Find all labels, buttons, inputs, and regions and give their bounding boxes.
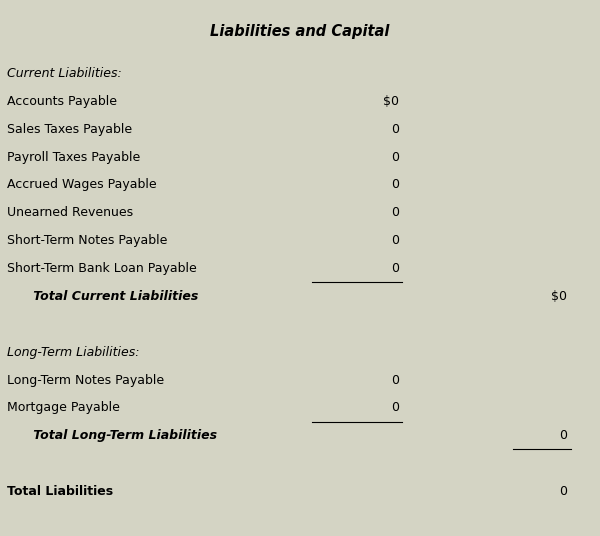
Text: Unearned Revenues: Unearned Revenues xyxy=(7,206,133,219)
Text: Short-Term Bank Loan Payable: Short-Term Bank Loan Payable xyxy=(7,262,197,275)
Text: Payroll Taxes Payable: Payroll Taxes Payable xyxy=(7,151,140,163)
Text: Mortgage Payable: Mortgage Payable xyxy=(7,401,120,414)
Text: 0: 0 xyxy=(391,206,399,219)
Text: 0: 0 xyxy=(391,178,399,191)
Text: 0: 0 xyxy=(391,374,399,386)
Text: Total Current Liabilities: Total Current Liabilities xyxy=(7,290,199,303)
Text: 0: 0 xyxy=(559,429,567,442)
Text: 0: 0 xyxy=(391,262,399,275)
Text: Current Liabilities:: Current Liabilities: xyxy=(7,67,122,80)
Text: 0: 0 xyxy=(391,401,399,414)
Text: 0: 0 xyxy=(391,151,399,163)
Text: Sales Taxes Payable: Sales Taxes Payable xyxy=(7,123,133,136)
Text: 0: 0 xyxy=(391,234,399,247)
Text: $0: $0 xyxy=(551,290,567,303)
Text: Long-Term Notes Payable: Long-Term Notes Payable xyxy=(7,374,164,386)
Text: Total Liabilities: Total Liabilities xyxy=(7,485,113,498)
Text: Short-Term Notes Payable: Short-Term Notes Payable xyxy=(7,234,167,247)
Text: Long-Term Liabilities:: Long-Term Liabilities: xyxy=(7,346,140,359)
Text: 0: 0 xyxy=(391,123,399,136)
Text: Liabilities and Capital: Liabilities and Capital xyxy=(211,24,389,39)
Text: 0: 0 xyxy=(559,485,567,498)
Text: Accounts Payable: Accounts Payable xyxy=(7,95,117,108)
Text: Total Long-Term Liabilities: Total Long-Term Liabilities xyxy=(7,429,217,442)
Text: Accrued Wages Payable: Accrued Wages Payable xyxy=(7,178,157,191)
Text: $0: $0 xyxy=(383,95,399,108)
